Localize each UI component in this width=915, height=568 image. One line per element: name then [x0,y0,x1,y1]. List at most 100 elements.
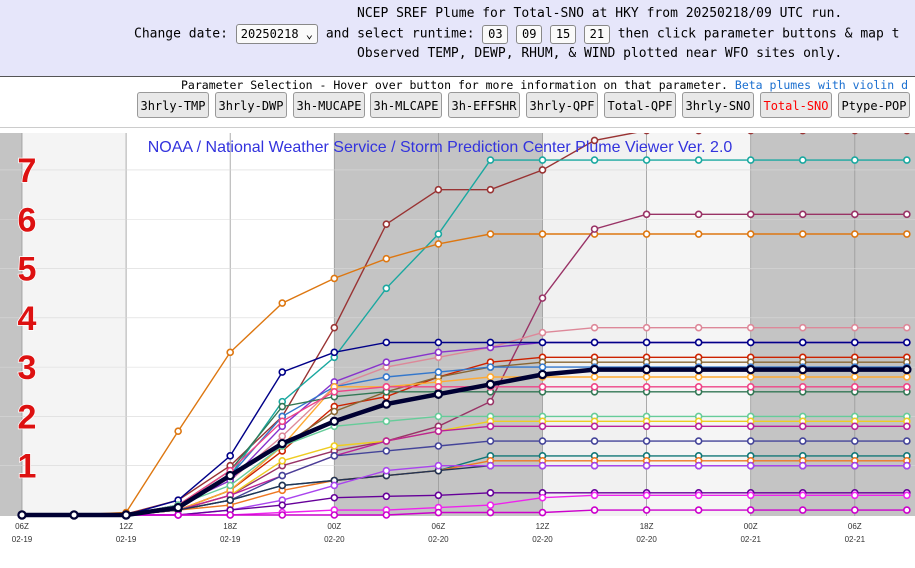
member-point [590,383,599,391]
time-shade-band [0,133,22,516]
member-point [538,156,547,164]
member-point [850,461,859,470]
member-point [798,230,807,238]
member-point [694,323,703,332]
member-point [850,437,859,445]
x-tick-date: 02-20 [428,535,449,544]
member-point [278,417,287,426]
member-point [590,136,599,145]
param-button-3hrly-sno[interactable]: 3hrly-SNO [682,92,754,118]
member-point [642,506,651,514]
member-point [486,422,495,431]
member-point [382,358,391,366]
param-button-3hrly-tmp[interactable]: 3hrly-TMP [137,92,209,118]
member-point [278,402,287,411]
mean-point [381,399,392,409]
param-button-3h-mlcape[interactable]: 3h-MLCAPE [370,92,442,118]
param-button-3hrly-qpf[interactable]: 3hrly-QPF [526,92,598,118]
x-tick-date: 02-19 [116,535,137,544]
member-point [798,156,807,164]
mean-point [693,364,704,375]
chart-svg: 1 2 3 4 5 6 7 06Z 02-19 12Z 02-19 18Z 02-19 00Z 02-20… [0,126,915,564]
member-point [538,508,547,517]
member-point [382,254,391,263]
member-point [226,348,234,357]
mean-point [485,379,496,390]
member-point [903,422,911,431]
member-point [746,210,755,219]
member-point [382,373,391,381]
member-point [850,491,859,500]
ensemble-mean-line[interactable] [22,367,907,518]
member-point [278,511,287,519]
member-point [434,412,443,421]
member-point [590,373,599,381]
y-tick-label: 4 [18,300,37,338]
member-point [746,383,755,391]
member-point [278,368,287,376]
member-point [850,373,859,381]
member-point [798,422,807,431]
member-point [538,166,547,174]
parameter-selection: Parameter Selection - Hover over button … [0,77,915,128]
member-point [903,491,911,500]
member-point [694,126,703,135]
param-button-total-sno[interactable]: Total-SNO [760,92,832,118]
x-tick-time: 00Z [327,522,341,531]
y-tick-label: 5 [18,251,37,289]
member-point [330,511,339,519]
member-line[interactable] [22,233,907,516]
time-shade-band [750,133,915,516]
mean-point [746,364,756,375]
param-button-ptype-pop[interactable]: Ptype-POP [838,92,910,118]
mean-point [277,438,287,449]
member-point [330,481,339,490]
member-line[interactable] [22,509,907,516]
member-point [486,437,495,445]
member-point [694,461,703,470]
mean-point [69,510,79,520]
chart-title: NOAA / National Weather Service / Storm … [148,139,733,156]
member-point [434,348,443,357]
beta-plumes-link[interactable]: Beta plumes with violin d [734,78,908,92]
member-point [278,481,287,490]
member-point [434,442,443,450]
param-button-3h-effshr[interactable]: 3h-EFFSHR [448,92,520,118]
member-line[interactable] [22,341,907,516]
param-button-total-qpf[interactable]: Total-QPF [604,92,676,118]
member-point [590,491,599,500]
member-point [434,508,443,517]
member-point [278,471,287,480]
member-point [330,387,339,396]
member-point [486,156,495,164]
member-point [330,452,339,460]
time-shade-band [22,133,127,516]
mean-point [225,470,235,481]
param-button-3h-mucape[interactable]: 3h-MUCAPE [293,92,365,118]
member-point [174,427,182,436]
runtime-button-09[interactable]: 09 [516,24,543,44]
member-point [590,323,599,332]
member-point [382,338,391,347]
runtime-button-21[interactable]: 21 [583,24,610,44]
member-point [590,437,599,445]
parameter-title-text: Parameter Selection - Hover over button … [181,78,728,92]
member-point [278,432,287,440]
member-point [434,491,443,500]
member-point [798,210,807,219]
change-date-label: Change date: [134,26,228,42]
observed-note: Observed TEMP, DEWP, RHUM, & WIND plotte… [357,46,843,61]
runtime-button-15[interactable]: 15 [550,24,577,44]
runtime-instructions: then click parameter buttons & map t [617,26,900,42]
date-select[interactable]: 20250218 ⌄ [235,24,319,44]
member-point [798,491,807,500]
member-point [642,323,651,332]
param-button-3hrly-dwp[interactable]: 3hrly-DWP [215,92,287,118]
member-point [746,373,755,381]
runtime-button-03[interactable]: 03 [482,24,509,44]
member-point [694,156,703,164]
member-point [382,284,391,293]
member-point [746,338,755,347]
member-point [226,481,234,490]
x-tick-time: 18Z [223,522,237,531]
